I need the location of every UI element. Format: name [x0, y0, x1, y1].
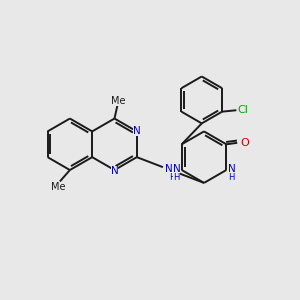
Text: N: N [228, 164, 236, 175]
Text: N: N [111, 166, 119, 176]
Text: Cl: Cl [237, 105, 248, 115]
Text: H: H [228, 173, 235, 182]
Text: N: N [172, 164, 180, 175]
Text: H: H [173, 165, 180, 174]
Text: N: N [134, 126, 141, 136]
Text: Me: Me [111, 95, 125, 106]
Text: H: H [169, 173, 176, 182]
Text: H: H [173, 173, 180, 182]
Text: N: N [164, 164, 172, 175]
Text: Me: Me [51, 182, 66, 192]
Text: O: O [241, 138, 249, 148]
